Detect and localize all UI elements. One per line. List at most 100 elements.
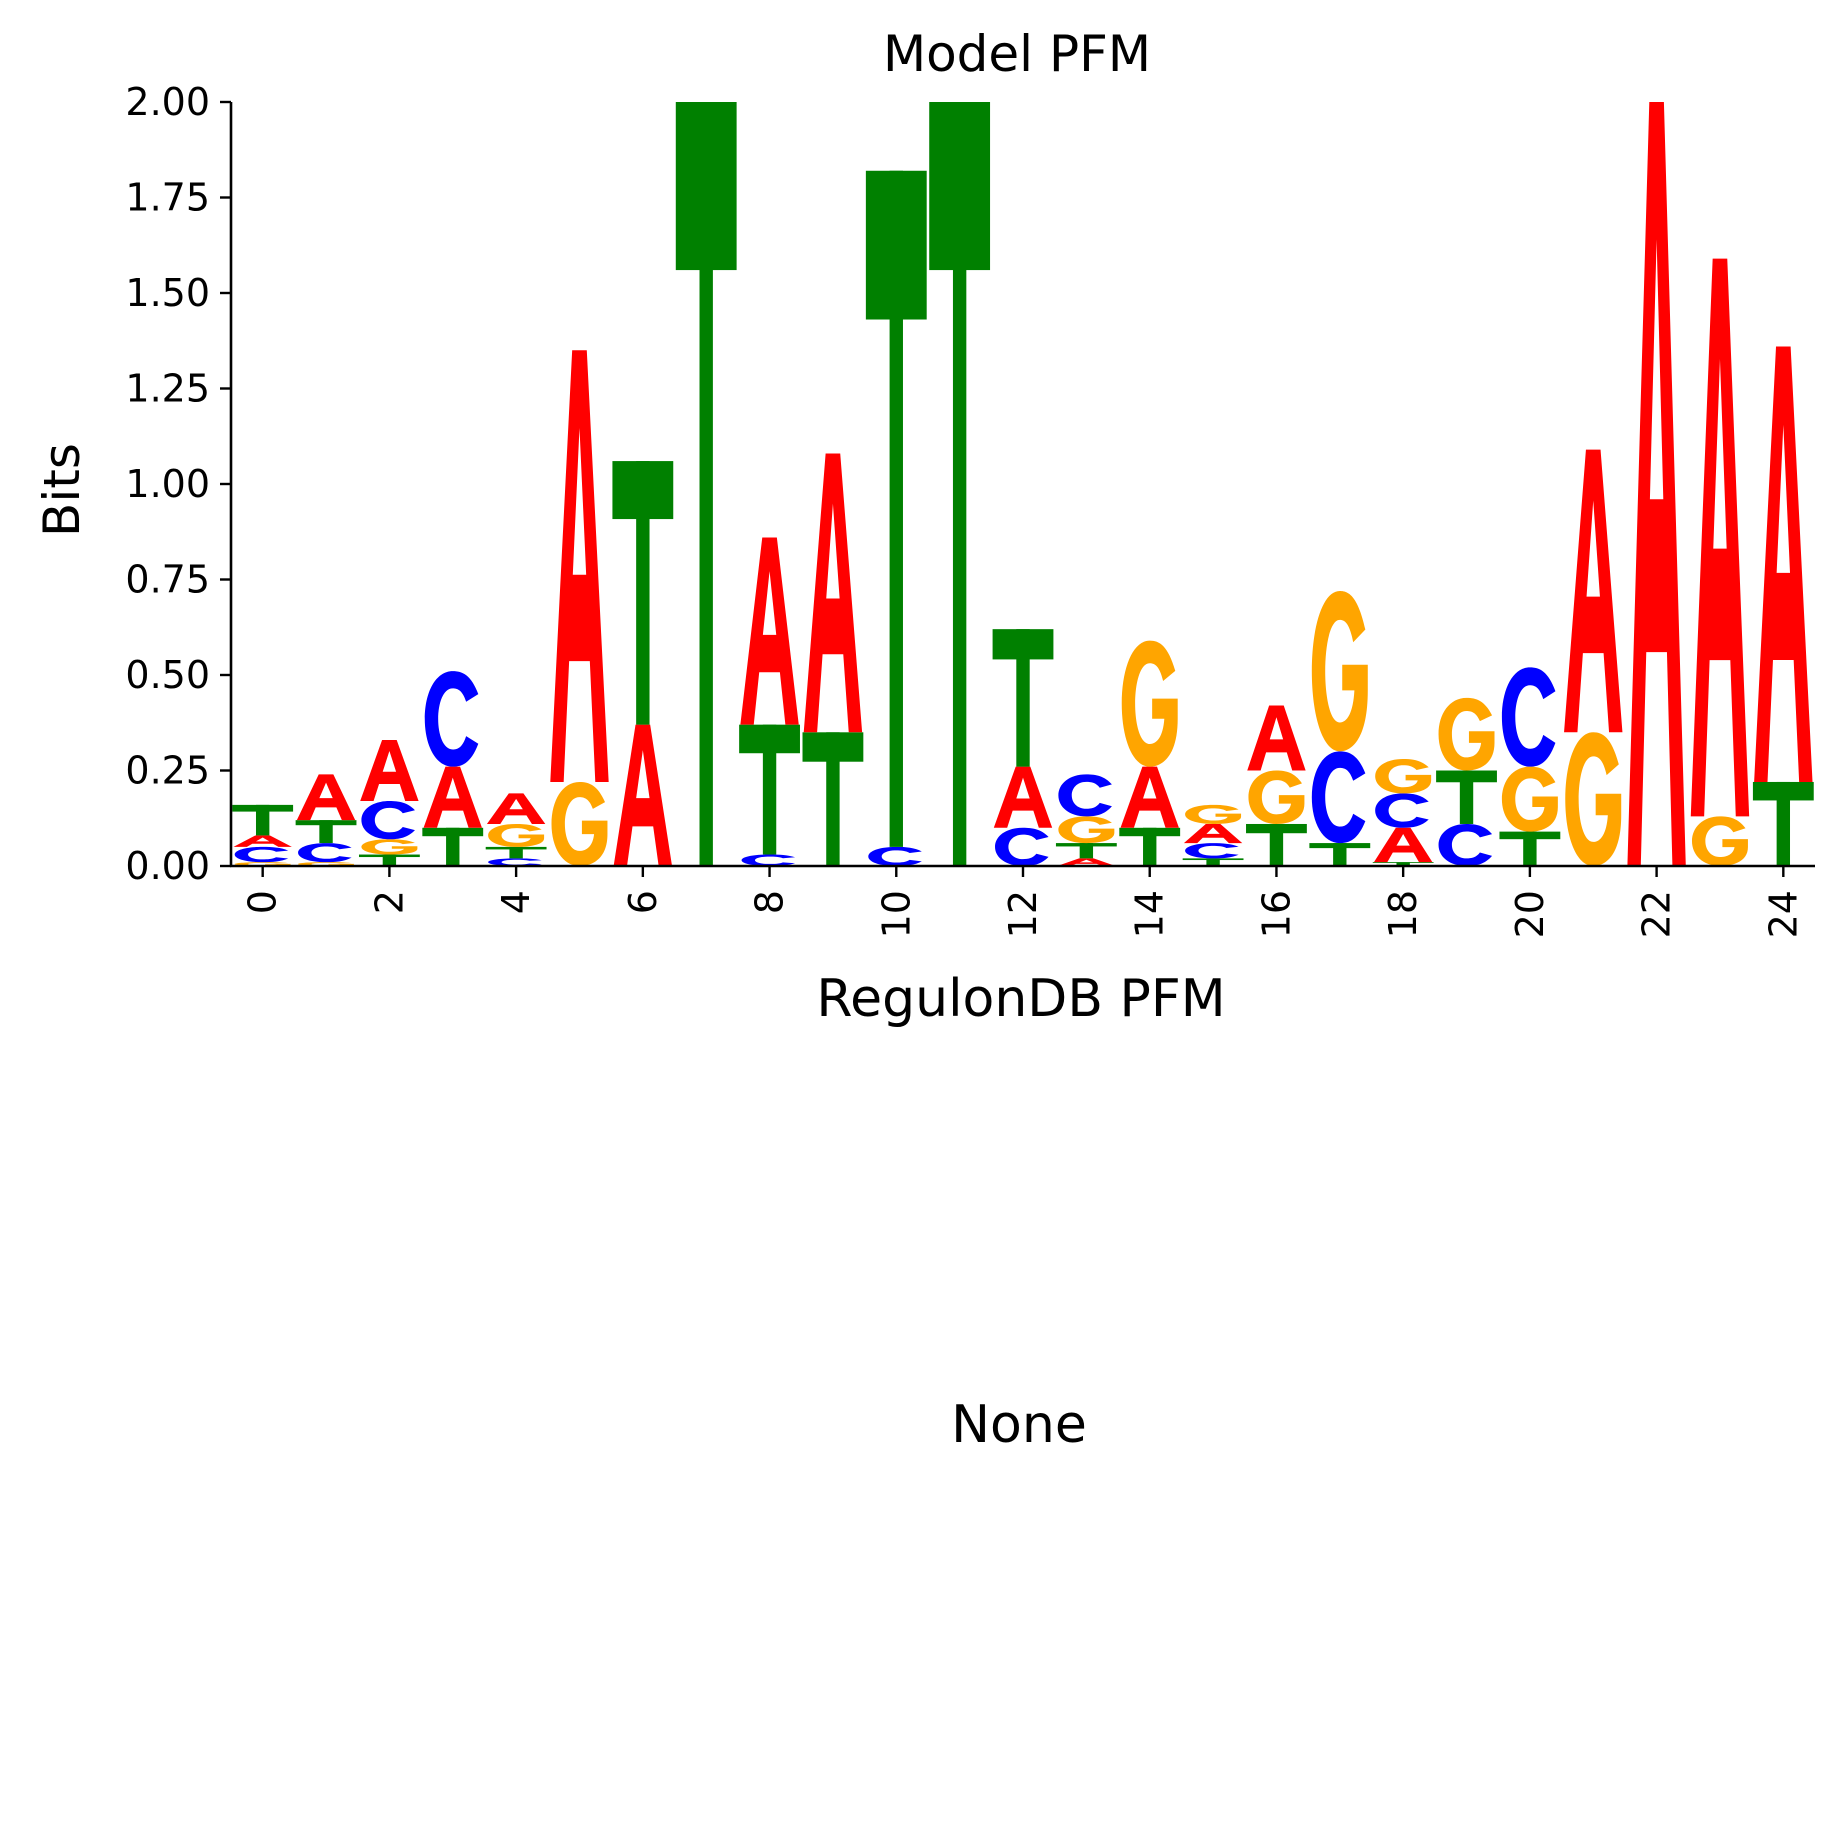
x-tick-label: 16	[1254, 890, 1298, 938]
logo-letter-T-pos-4	[485, 846, 547, 859]
logo-column-24	[1752, 346, 1814, 866]
logo-letter-G-pos-13	[1058, 816, 1115, 844]
logo-letter-T-pos-17	[1309, 843, 1371, 866]
y-axis-ticks: 0.00 0.25 0.50 0.75 1.00 1.25 1.50 1.75 2.00	[125, 80, 231, 888]
x-tick-label: 22	[1635, 890, 1679, 938]
logo-letter-T-pos-15	[1182, 858, 1244, 866]
logo-column-22	[1627, 102, 1686, 866]
y-tick-label: 0.00	[125, 844, 210, 888]
x-axis-label: RegulonDB PFM	[816, 969, 1225, 1029]
logo-letter-G-pos-14	[1121, 640, 1178, 767]
logo-letter-A-pos-0	[233, 835, 292, 847]
x-tick-label: 0	[241, 890, 285, 914]
logo-letter-A-pos-2	[360, 739, 419, 802]
logo-letter-A-pos-18	[1373, 827, 1433, 863]
y-tick-label: 2.00	[125, 80, 210, 124]
logo-letter-T-pos-9	[802, 732, 864, 866]
logo-letter-T-pos-8	[739, 724, 800, 855]
logo-letter-G-pos-20	[1501, 766, 1558, 832]
logo-letter-A-pos-14	[1120, 766, 1179, 828]
logo-letter-G-pos-5	[551, 781, 608, 866]
x-tick-label: 12	[1001, 890, 1045, 938]
logo-letter-T-pos-24	[1752, 781, 1814, 866]
logo-letter-G-pos-19	[1438, 697, 1495, 771]
logo-column-19	[1436, 697, 1497, 866]
logo-letter-C-pos-8	[741, 854, 796, 866]
x-tick-label: 20	[1508, 890, 1552, 938]
y-tick-label: 1.50	[125, 271, 210, 315]
logo-column-20	[1499, 667, 1561, 866]
logo-letter-A-pos-12	[993, 766, 1053, 828]
x-tick-label: 2	[367, 890, 411, 914]
logo-letter-C-pos-12	[995, 827, 1049, 866]
logo-letter-A-pos-23	[1690, 258, 1750, 817]
logo-letter-A-pos-6	[613, 724, 673, 866]
x-tick-label: 4	[494, 890, 538, 914]
logo-letter-C-pos-17	[1311, 751, 1366, 844]
logo-column-15	[1182, 804, 1244, 866]
logo-column-12	[992, 629, 1054, 866]
logo-letter-A-pos-21	[1564, 449, 1623, 733]
logo-letter-A-pos-24	[1754, 346, 1813, 782]
logo-letter-C-pos-1	[298, 843, 352, 863]
logo-letter-T-pos-20	[1499, 831, 1561, 866]
logo-letter-T-pos-11	[929, 102, 991, 866]
logo-letter-T-pos-13	[1055, 843, 1117, 859]
logo-letter-C-pos-19	[1438, 823, 1493, 866]
logo-letter-C-pos-15	[1185, 843, 1239, 859]
logo-column-9	[802, 453, 864, 866]
logo-letter-C-pos-0	[234, 846, 289, 863]
logo-column-4	[485, 793, 547, 866]
logo-column-1	[295, 774, 357, 866]
logo-column-16	[1246, 705, 1307, 866]
logo-column-13	[1055, 774, 1117, 866]
logo-letter-C-pos-18	[1375, 793, 1429, 828]
logo-column-17	[1309, 590, 1371, 866]
logo-letter-T-pos-2	[358, 854, 420, 866]
logo-letter-G-pos-15	[1185, 804, 1242, 824]
logo-letter-A-pos-22	[1627, 102, 1686, 866]
logo-column-14	[1119, 640, 1181, 866]
x-tick-label: 24	[1761, 890, 1805, 938]
logo-letter-A-pos-5	[550, 350, 609, 782]
logo-letter-T-pos-18	[1372, 862, 1434, 866]
plot-area	[232, 102, 1814, 866]
logo-column-5	[550, 350, 609, 866]
logo-letter-G-pos-21	[1565, 732, 1622, 866]
logo-letter-G-pos-2	[361, 839, 418, 855]
logo-letter-A-pos-8	[740, 537, 799, 725]
logo-letter-T-pos-12	[992, 629, 1054, 767]
x-tick-label: 14	[1128, 890, 1172, 938]
logo-letter-C-pos-3	[424, 671, 479, 767]
logo-letter-A-pos-15	[1183, 823, 1243, 844]
x-tick-label: 6	[621, 890, 665, 914]
chart-title: Model PFM	[883, 25, 1151, 83]
logo-letter-T-pos-6	[612, 461, 674, 725]
logo-letter-C-pos-2	[361, 801, 415, 840]
logo-letter-G-pos-18	[1375, 759, 1432, 794]
second-panel-title: None	[951, 1395, 1087, 1455]
logo-column-10	[865, 170, 927, 866]
logo-letter-T-pos-7	[675, 102, 737, 866]
logo-letter-C-pos-20	[1501, 667, 1556, 767]
logo-letter-T-pos-3	[422, 827, 484, 866]
logo-letter-T-pos-0	[232, 804, 294, 836]
logo-column-3	[422, 671, 484, 866]
logo-column-23	[1690, 258, 1750, 866]
x-tick-label: 18	[1381, 890, 1425, 938]
y-tick-label: 1.75	[125, 176, 210, 220]
logo-letter-G-pos-17	[1311, 590, 1368, 752]
logo-letter-A-pos-1	[296, 774, 356, 821]
logo-column-2	[358, 739, 420, 866]
logo-column-18	[1372, 759, 1434, 866]
x-axis-ticks: 0 2 4 6 8 10 12 14 16 18 20 22 24	[241, 866, 1805, 938]
y-tick-label: 0.25	[125, 749, 210, 793]
logo-column-21	[1564, 449, 1623, 866]
logo-letter-G-pos-16	[1248, 770, 1305, 824]
logo-letter-T-pos-10	[865, 170, 927, 847]
logo-letter-C-pos-4	[488, 858, 542, 866]
logo-letter-A-pos-4	[486, 793, 546, 824]
logo-letter-T-pos-19	[1436, 770, 1497, 824]
logo-letter-A-pos-3	[423, 766, 482, 828]
